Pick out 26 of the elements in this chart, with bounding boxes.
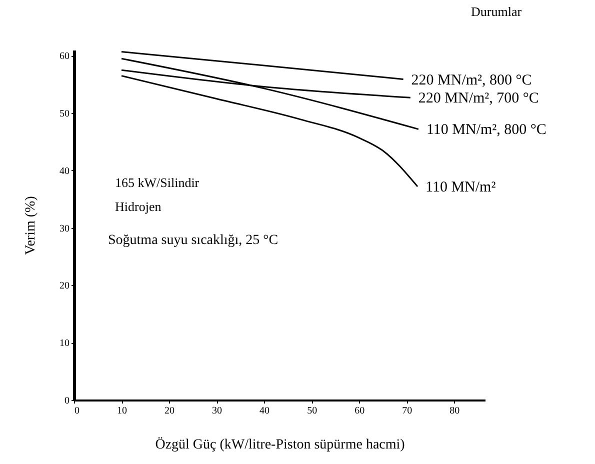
x-tick-label: 10	[117, 406, 128, 416]
x-axis-title: Özgül Güç (kW/litre-Piston süpürme hacmi)	[155, 436, 406, 452]
y-tick-label: 60	[60, 51, 70, 62]
x-tick-label: 30	[212, 406, 222, 416]
series-label: 220 MN/m², 700 °C	[418, 90, 539, 107]
series-label: 110 MN/m², 800 °C	[426, 122, 546, 138]
y-tick-label: 0	[64, 396, 70, 406]
x-tick-label: 70	[402, 406, 412, 416]
x-tick-label: 20	[164, 406, 175, 416]
x-tick-label: 0	[74, 406, 80, 416]
annotation: Soğutma suyu sıcaklığı, 25 °C	[108, 233, 278, 248]
x-tick-label: 60	[354, 406, 365, 416]
y-axis-title: Verim (%)	[24, 196, 38, 255]
x-tick-label: 80	[450, 406, 460, 416]
legend-title: Durumlar	[471, 4, 522, 19]
series-label: 220 MN/m², 800 °C	[411, 72, 532, 88]
x-tick-label: 40	[260, 406, 270, 416]
y-tick-label: 40	[60, 166, 70, 177]
series-label: 110 MN/m²	[426, 180, 496, 196]
y-tick-label: 30	[60, 223, 70, 234]
x-tick-label: 50	[307, 406, 318, 416]
annotation: 165 kW/Silindir	[115, 175, 200, 190]
y-tick-label: 10	[60, 338, 70, 350]
y-tick-label: 50	[60, 108, 70, 120]
annotation: Hidrojen	[115, 199, 162, 214]
y-tick-label: 20	[60, 280, 70, 292]
